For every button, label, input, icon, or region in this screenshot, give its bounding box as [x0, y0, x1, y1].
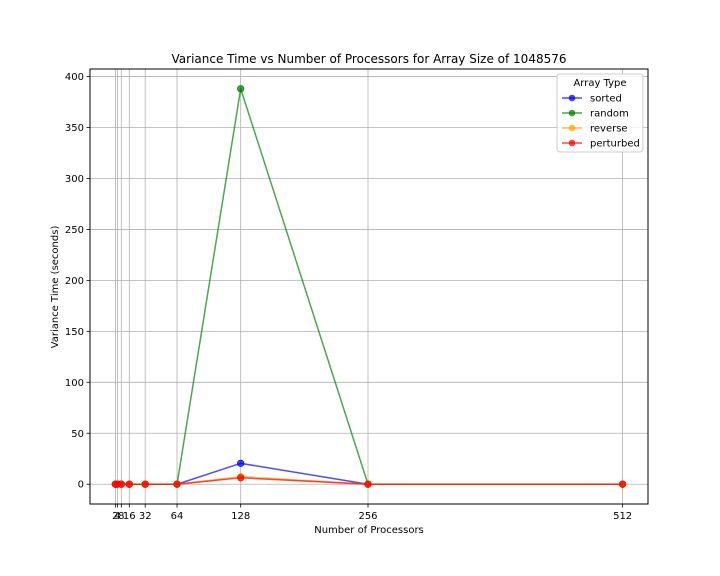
y-axis: 0 50 100 150 200 250 300 350 400	[65, 72, 90, 491]
chart-title: Variance Time vs Number of Processors fo…	[172, 52, 567, 66]
legend-item-reverse: reverse	[562, 124, 628, 135]
x-tick-label: 8	[118, 511, 124, 522]
x-tick-label: 512	[613, 511, 632, 522]
x-tick-label: 4	[114, 511, 120, 522]
y-tick-label: 50	[71, 429, 84, 440]
data-point-perturbed	[173, 480, 181, 488]
series-line-random	[115, 88, 623, 485]
legend-items: sorted random reverse perturbed	[562, 94, 640, 150]
x-tick-label: 64	[171, 511, 184, 522]
series-layer	[111, 85, 627, 488]
series-perturbed	[111, 474, 627, 488]
x-tick-label: 16	[123, 511, 136, 522]
y-tick-label: 400	[65, 72, 84, 83]
data-point-perturbed	[619, 480, 627, 488]
legend-item-random: random	[562, 109, 629, 120]
data-point-perturbed	[141, 480, 149, 488]
legend-label: reverse	[590, 124, 628, 135]
legend-title: Array Type	[573, 78, 626, 89]
legend-swatch-marker	[568, 124, 576, 132]
x-tick-label: 2	[112, 511, 118, 522]
y-tick-label: 0	[78, 480, 84, 491]
legend-label: sorted	[590, 94, 622, 105]
x-tick-label: 32	[139, 511, 152, 522]
legend-swatch-marker	[568, 109, 576, 117]
data-point-perturbed	[125, 480, 133, 488]
y-axis-label: Variance Time (seconds)	[50, 226, 61, 349]
legend-box	[556, 73, 644, 153]
x-tick-label: 256	[358, 511, 377, 522]
y-tick-label: 350	[65, 123, 84, 134]
data-point-perturbed	[117, 480, 125, 488]
legend-label: random	[590, 109, 629, 120]
series-random	[111, 85, 627, 488]
legend-swatch-marker	[568, 139, 576, 147]
y-tick-label: 200	[65, 276, 84, 287]
y-tick-label: 150	[65, 327, 84, 338]
legend: Array Type sorted random reverse perturbed	[556, 73, 644, 153]
plot-frame	[89, 68, 649, 505]
data-point-sorted	[237, 459, 245, 467]
data-point-random	[237, 85, 245, 93]
legend-item-sorted: sorted	[562, 94, 622, 105]
legend-item-perturbed: perturbed	[562, 139, 640, 150]
data-point-perturbed	[364, 480, 372, 488]
y-tick-label: 100	[65, 378, 84, 389]
grid	[90, 69, 648, 504]
data-point-perturbed	[237, 474, 245, 482]
y-tick-label: 250	[65, 225, 84, 236]
legend-swatch-marker	[568, 94, 576, 102]
x-axis-label: Number of Processors	[314, 525, 424, 536]
y-tick-label: 300	[65, 174, 84, 185]
x-tick-label: 128	[231, 511, 250, 522]
legend-label: perturbed	[590, 139, 640, 150]
